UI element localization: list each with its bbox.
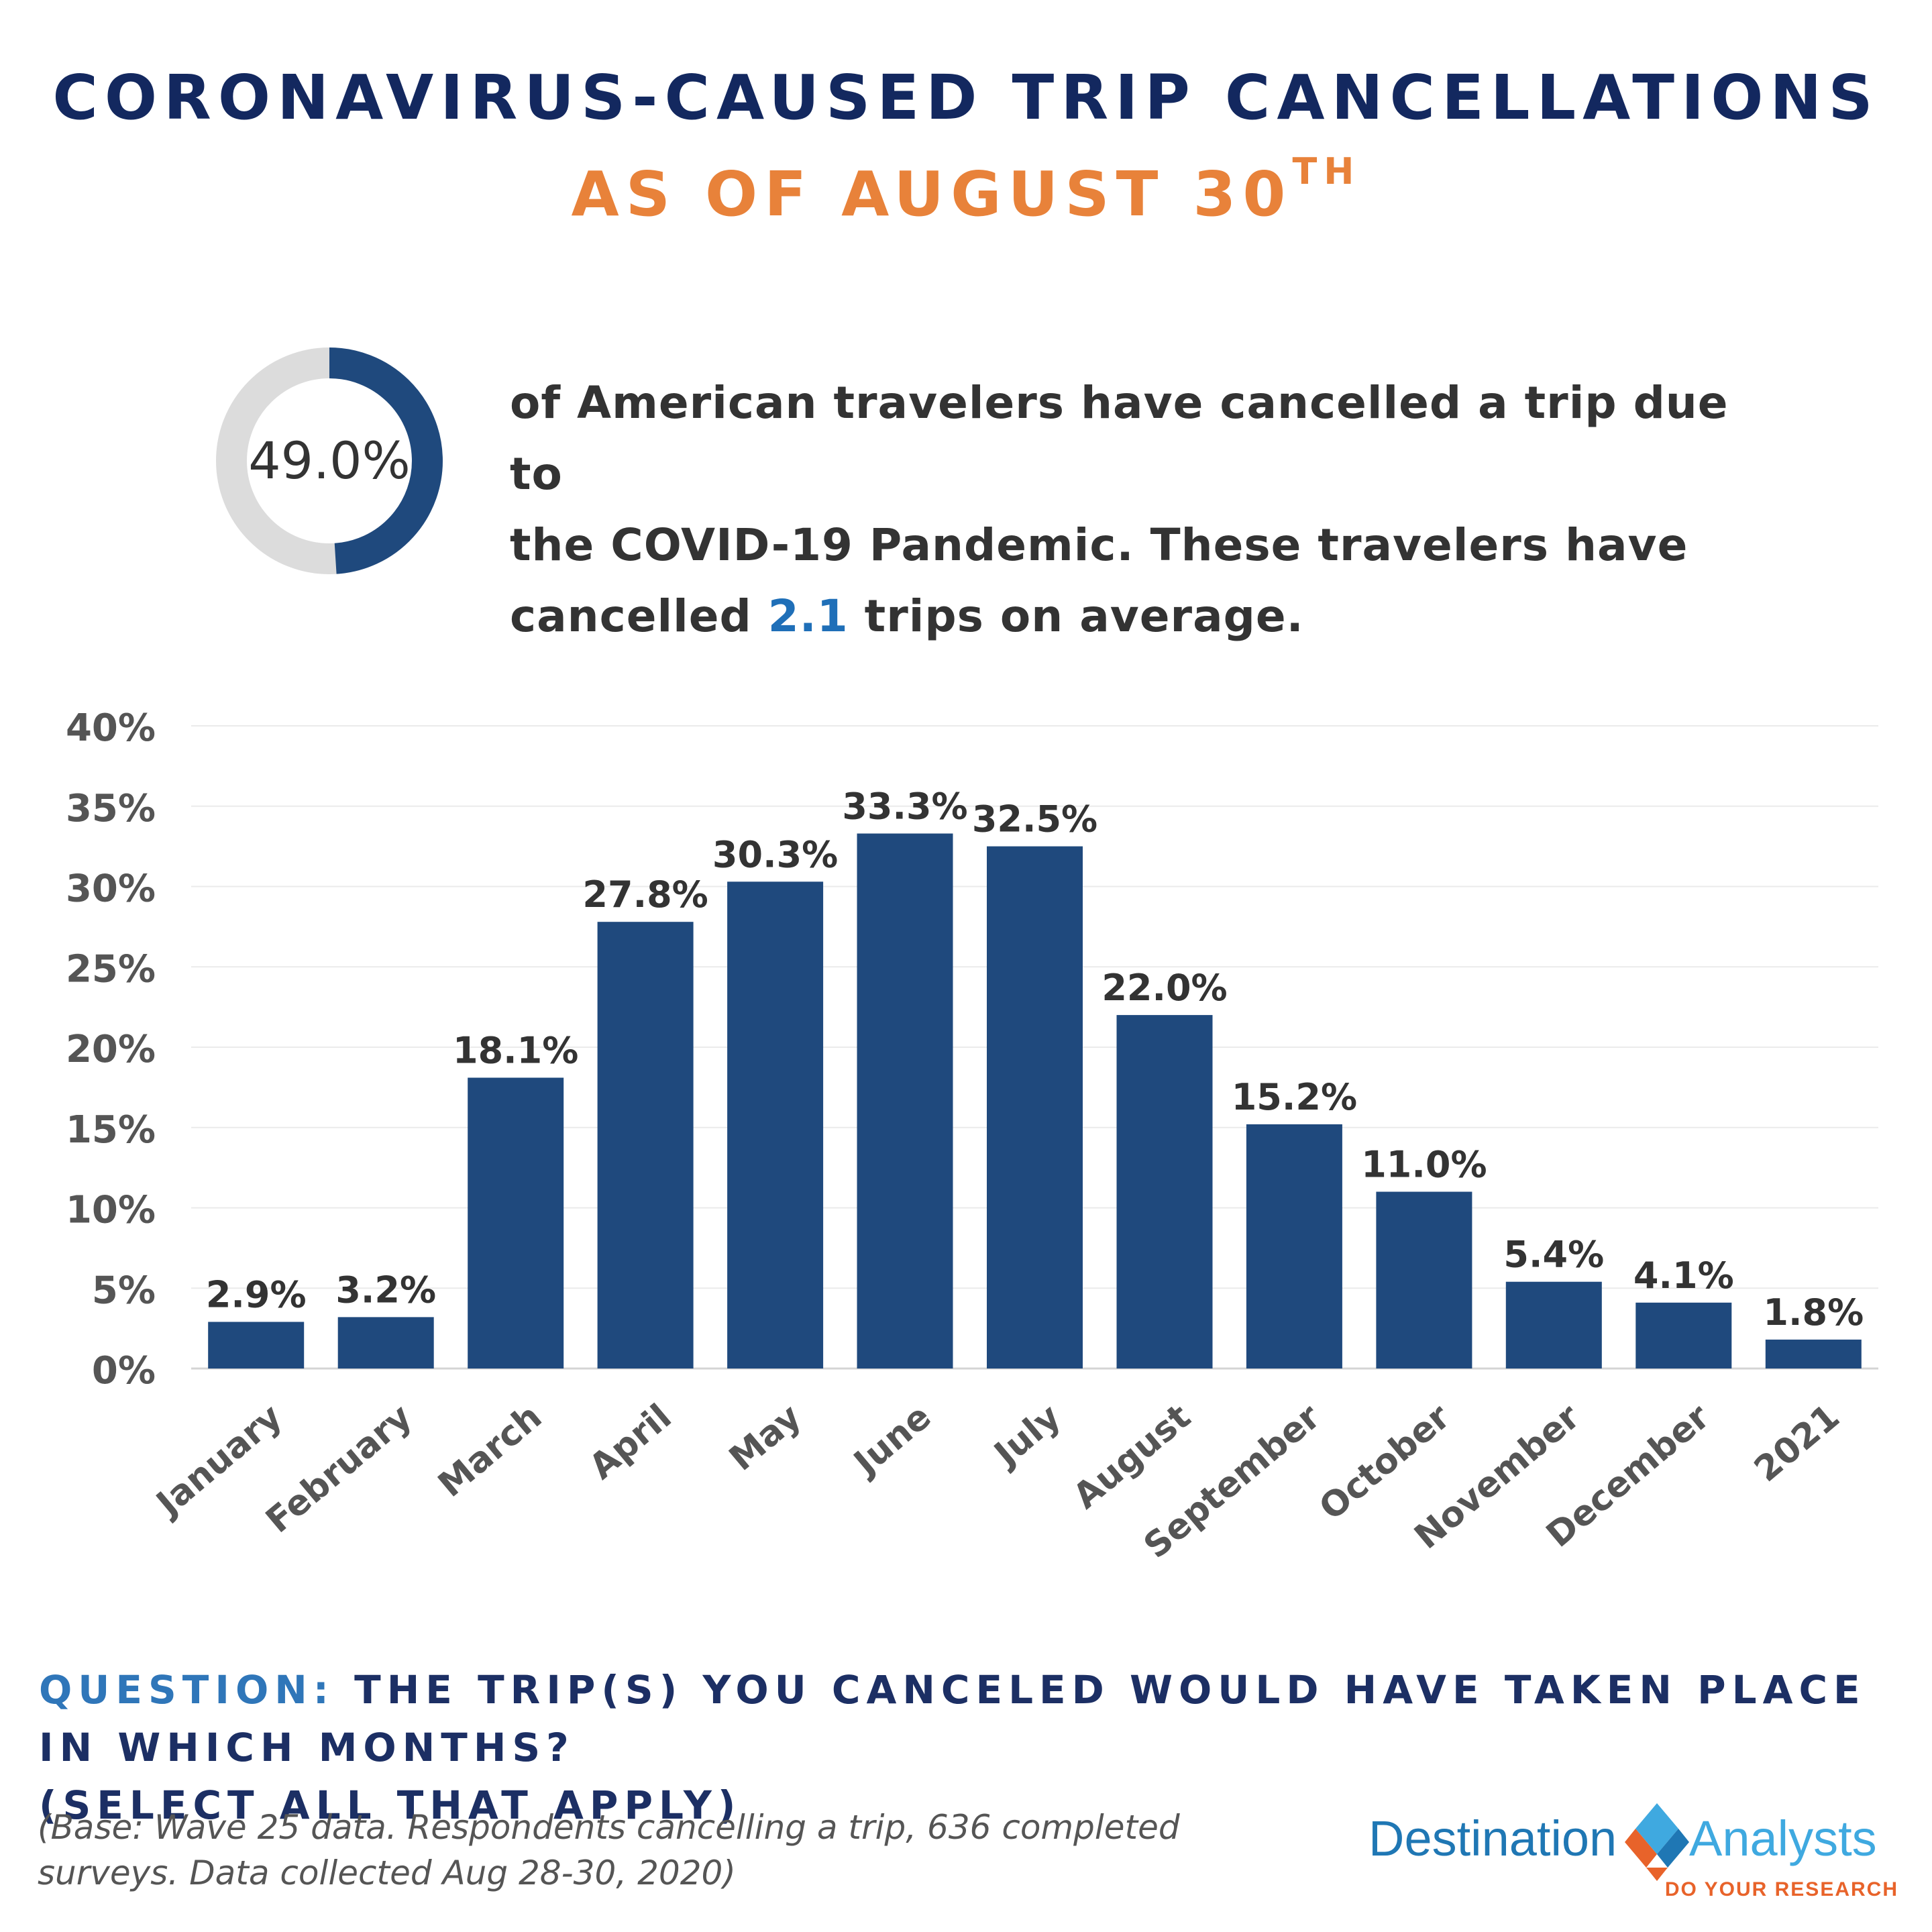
average-trips-value: 2.1 (767, 590, 849, 642)
base-note-line-1: (Base: Wave 25 data. Respondents cancell… (38, 1808, 1180, 1847)
bar (1246, 1124, 1342, 1368)
donut-chart (216, 347, 443, 574)
bar (727, 881, 824, 1368)
bar (987, 846, 1083, 1368)
y-tick-label: 30% (66, 867, 156, 911)
base-note-line-2: surveys. Data collected Aug 28-30, 2020) (38, 1854, 736, 1892)
donut-fill-arc (329, 347, 443, 574)
question-label: QUESTION: (39, 1667, 335, 1713)
bar-value-label: 1.8% (1763, 1291, 1864, 1334)
bar (1765, 1339, 1862, 1368)
question-line-2: (SELECT ALL THAT APPLY) (39, 1782, 742, 1828)
bar-value-label: 3.2% (335, 1269, 436, 1311)
x-tick-label: May (722, 1397, 809, 1479)
bar-value-label: 27.8% (582, 873, 708, 916)
bar (1505, 1281, 1602, 1368)
x-tick-label: July (985, 1397, 1069, 1475)
bar-value-label: 22.0% (1102, 967, 1227, 1009)
summary-line-2: the COVID-19 Pandemic. These travelers h… (510, 519, 1688, 571)
bar-value-label: 4.1% (1633, 1254, 1734, 1297)
bar-value-label: 5.4% (1503, 1234, 1604, 1276)
page-title: CORONAVIRUS-CAUSED TRIP CANCELLATIONS (52, 62, 1880, 133)
y-tick-label: 40% (66, 706, 156, 750)
y-tick-label: 0% (92, 1349, 156, 1393)
survey-question: QUESTION: THE TRIP(S) YOU CANCELED WOULD… (39, 1661, 1917, 1834)
bars (208, 833, 1862, 1368)
bar-value-label: 30.3% (712, 833, 838, 875)
y-tick-label: 35% (66, 787, 156, 830)
logo-diamond-icon (1625, 1803, 1689, 1881)
y-tick-label: 25% (66, 947, 156, 991)
summary-line-3-end: trips on average. (848, 590, 1304, 642)
donut-value-label: 49.0% (248, 431, 411, 490)
subtitle-text: AS OF AUGUST 30 (571, 158, 1293, 230)
question-text: THE TRIP(S) YOU CANCELED WOULD HAVE TAKE… (39, 1667, 1866, 1770)
bar-value-label: 33.3% (842, 786, 967, 828)
y-axis-ticks: 0% 5% 10% 15% 20% 25% 30% 35% 40% (66, 706, 156, 1393)
bar-value-label: 15.2% (1232, 1076, 1357, 1118)
page-subtitle: AS OF AUGUST 30TH (0, 150, 1932, 230)
bar-value-label: 11.0% (1361, 1144, 1487, 1186)
x-tick-label: August (1066, 1397, 1198, 1517)
x-tick-label: 2021 (1747, 1397, 1847, 1490)
bar-chart: 0%5%10%15%20%25%30%35%40% 2.9% 3.2%18.1%2… (66, 706, 1878, 1566)
bar (208, 1322, 305, 1368)
bar (337, 1317, 434, 1368)
bar-value-label: 2.9% (206, 1274, 307, 1316)
subtitle-superscript: TH (1292, 150, 1361, 193)
bar (1116, 1015, 1213, 1368)
bar (1635, 1302, 1732, 1368)
destination-analysts-logo: Destination Analysts DO YOUR RESEARCH (1368, 1803, 1898, 1900)
data-labels: 2.9% 3.2% 18.1% 27.8%30.3%33.3% 32.5% 22.0% 15… (206, 786, 1864, 1334)
x-tick-label: March (431, 1397, 549, 1505)
x-tick-label: February (258, 1397, 419, 1541)
summary-line-3: cancelled 2.1 trips on average. (510, 581, 1784, 652)
bar-value-label: 18.1% (453, 1030, 578, 1072)
logo-tagline: DO YOUR RESEARCH (1665, 1878, 1898, 1900)
y-tick-label: 5% (92, 1269, 156, 1312)
bar (597, 922, 694, 1368)
logo-word-analysts: Analysts (1689, 1811, 1877, 1866)
logo-word-destination: Destination (1368, 1811, 1617, 1866)
summary-statement: of American travelers have cancelled a t… (510, 368, 1784, 652)
x-tick-label: April (582, 1397, 680, 1487)
bar-value-label: 32.5% (972, 798, 1097, 841)
summary-line-1: of American travelers have cancelled a t… (510, 377, 1729, 500)
y-tick-label: 20% (66, 1028, 156, 1071)
y-tick-label: 15% (66, 1108, 156, 1152)
question-line-1: QUESTION: THE TRIP(S) YOU CANCELED WOULD… (39, 1661, 1917, 1776)
base-note: (Base: Wave 25 data. Respondents cancell… (38, 1805, 1312, 1896)
bar (857, 833, 953, 1368)
x-tick-label: June (845, 1397, 938, 1485)
summary-line-3-start: cancelled (510, 590, 768, 642)
bar (1376, 1191, 1472, 1368)
y-tick-label: 10% (66, 1189, 156, 1232)
bar (468, 1077, 564, 1368)
